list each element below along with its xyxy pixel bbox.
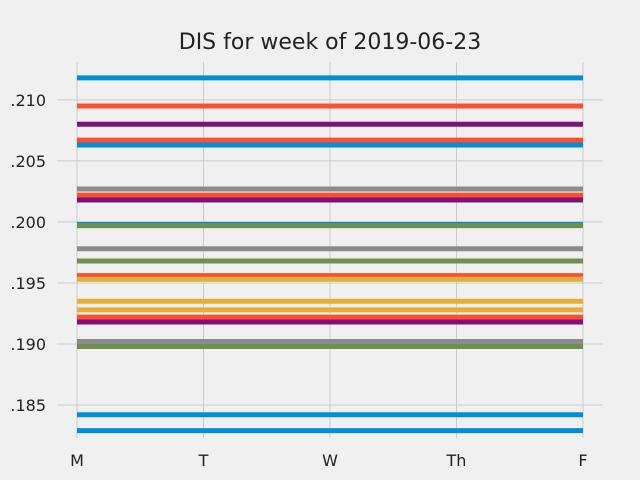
chart-title: DIS for week of 2019-06-23 bbox=[179, 30, 481, 55]
y-tick-label: .200 bbox=[10, 213, 46, 232]
x-tick-label: W bbox=[322, 451, 338, 470]
y-tick-label: .185 bbox=[10, 396, 46, 415]
y-tick-label: .210 bbox=[10, 91, 46, 110]
x-tick-label: T bbox=[198, 451, 209, 470]
series-group bbox=[77, 75, 583, 434]
tick-labels: M T W Th F .185 .190 .195 .200 .205 .210 bbox=[10, 91, 587, 470]
x-tick-label: Th bbox=[446, 451, 467, 470]
x-tick-label: F bbox=[578, 451, 587, 470]
y-tick-label: .190 bbox=[10, 335, 46, 354]
x-tick-label: M bbox=[70, 451, 84, 470]
y-tick-label: .195 bbox=[10, 274, 46, 293]
y-tick-label: .205 bbox=[10, 152, 46, 171]
